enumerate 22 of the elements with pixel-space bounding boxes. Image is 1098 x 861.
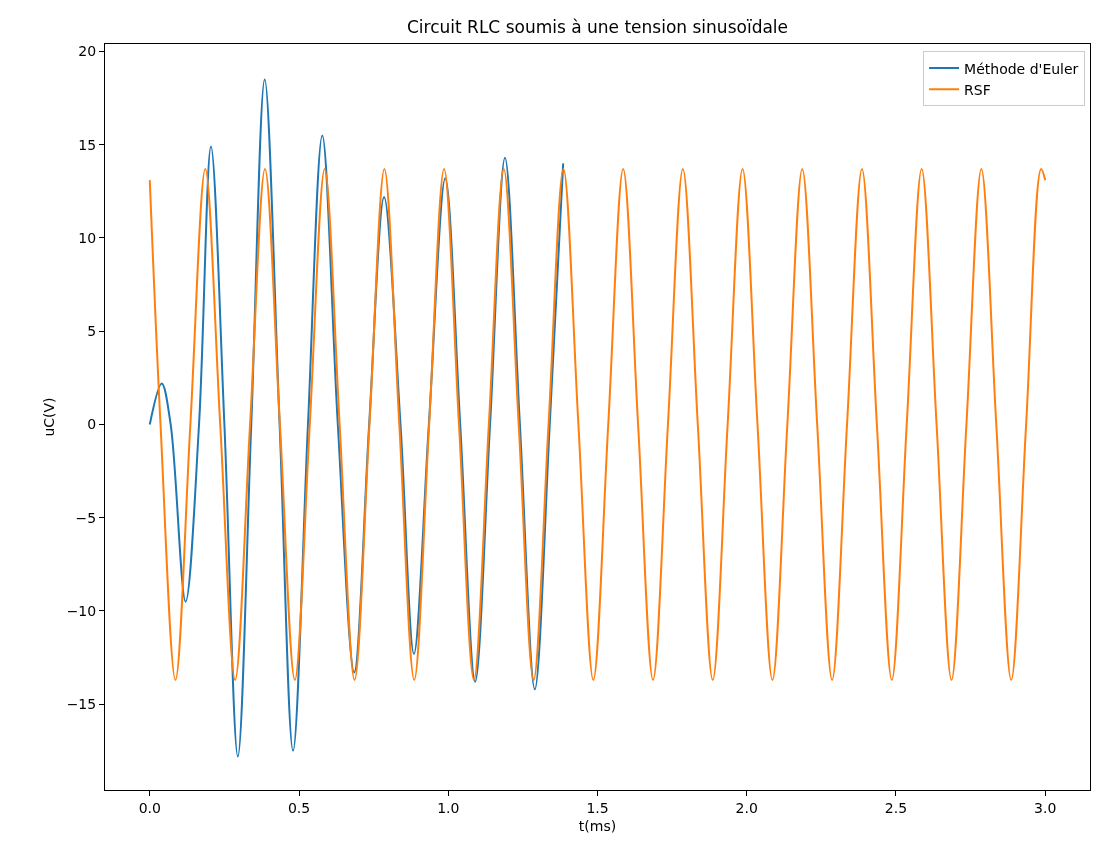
line-series (148, 167, 1047, 681)
x-axis-title: t(ms) (578, 818, 617, 835)
y-tick-label: −10 (66, 602, 97, 619)
legend-label: RSF (964, 81, 991, 98)
x-tick-label: 1.5 (586, 799, 609, 816)
y-tick-label: −5 (75, 509, 97, 526)
y-tick-label: 20 (78, 43, 97, 60)
x-tick-label: 2.5 (884, 799, 908, 816)
y-tick-label: 10 (78, 229, 97, 246)
y-axis-title: uC(V) (41, 397, 58, 437)
y-tick-label: 15 (78, 136, 97, 153)
x-tick-label: 0.0 (138, 799, 161, 816)
x-tick-label: 2.0 (735, 799, 758, 816)
legend-label: Méthode d'Euler (964, 60, 1079, 77)
y-tick-label: −15 (66, 696, 97, 713)
x-tick-label: 0.5 (287, 799, 311, 816)
chart-title: Circuit RLC soumis à une tension sinusoïdale (406, 17, 789, 38)
x-tick-label: 1.0 (437, 799, 460, 816)
y-tick-label: 0 (87, 416, 97, 433)
y-tick-label: 5 (87, 323, 97, 340)
line-series (148, 78, 565, 758)
x-tick-label: 3.0 (1034, 799, 1057, 816)
